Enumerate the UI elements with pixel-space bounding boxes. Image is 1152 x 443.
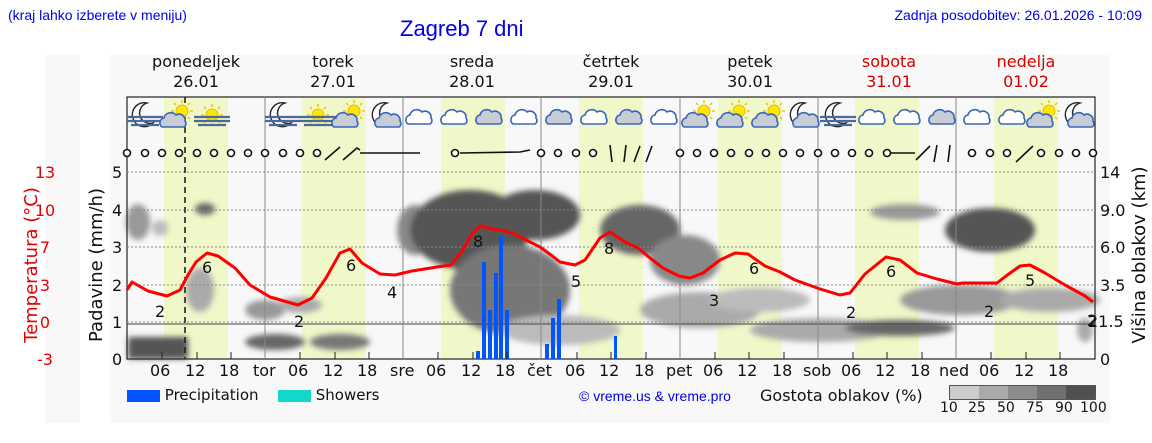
temperature-axis-title: Temperatura (°C) (21, 187, 42, 344)
svg-text:5: 5 (571, 272, 581, 291)
legend-showers: Showers (278, 386, 379, 404)
density-tick: 75 (1026, 400, 1044, 416)
precipitation-bars (476, 236, 617, 359)
x-tick: 18 (1048, 361, 1069, 380)
precip-axis-title: Padavine (mm/h) (86, 188, 107, 342)
x-tick: 12 (185, 361, 206, 380)
day-header-monday: ponedeljek 26.01 (152, 52, 240, 91)
cloud-height-tick: 6.0 (1100, 238, 1126, 257)
precip-tick: 3 (112, 238, 123, 257)
temp-tick: 13 (34, 163, 56, 182)
x-tick: pet (666, 361, 693, 380)
x-tick: 12 (875, 361, 896, 380)
day-header-wednesday: sreda 28.01 (449, 52, 495, 91)
x-tick: sob (803, 361, 832, 380)
x-tick: 18 (634, 361, 655, 380)
temp-tick: -3 (37, 350, 53, 369)
x-tick: 12 (461, 361, 482, 380)
svg-text:6: 6 (886, 262, 896, 281)
precipitation-swatch (127, 389, 160, 402)
precip-tick: 0 (112, 350, 123, 369)
cloud-height-tick: 21.5 (1088, 312, 1124, 331)
x-tick: 12 (323, 361, 344, 380)
cloud-density-label: Gostota oblakov (%) (760, 386, 923, 405)
x-tick: 18 (357, 361, 378, 380)
svg-text:2: 2 (155, 302, 165, 321)
svg-text:8: 8 (604, 239, 614, 258)
legend-precipitation: Precipitation (127, 386, 259, 404)
cloud-height-tick: 3.5 (1100, 276, 1126, 295)
svg-text:6: 6 (749, 259, 759, 278)
precip-tick: 5 (112, 163, 123, 182)
svg-text:6: 6 (346, 256, 356, 275)
x-tick: 06 (565, 361, 586, 380)
precip-tick: 1 (112, 313, 123, 332)
x-tick: tor (253, 361, 276, 380)
last-updated: Zadnja posodobitev: 26.01.2026 - 10:09 (894, 7, 1142, 23)
temperature-labels: 2 6 2 6 4 8 5 8 3 6 2 6 2 5 2 (155, 232, 1097, 331)
page-title: Zagreb 7 dni (400, 16, 524, 41)
x-tick: 06 (150, 361, 171, 380)
svg-text:8: 8 (473, 232, 483, 251)
density-tick: 50 (997, 400, 1015, 416)
x-tick: 12 (737, 361, 758, 380)
x-tick: 06 (426, 361, 447, 380)
x-tick: 12 (599, 361, 620, 380)
x-tick: 18 (772, 361, 793, 380)
x-tick: 12 (1014, 361, 1035, 380)
precip-tick: 2 (112, 276, 123, 295)
day-header-thursday: četrtek 29.01 (582, 52, 640, 91)
plot-frame (126, 96, 1096, 360)
temperature-line (125, 224, 1094, 307)
svg-text:2: 2 (294, 312, 304, 331)
svg-text:6: 6 (202, 258, 212, 277)
copyright-link[interactable]: © vreme.us & vreme.pro (579, 388, 731, 404)
temp-tick: 7 (39, 238, 51, 257)
svg-text:2: 2 (1087, 311, 1097, 330)
x-tick: 06 (288, 361, 309, 380)
density-tick: 90 (1055, 400, 1073, 416)
cloud-density-scale (949, 385, 1096, 400)
temp-tick: 10 (34, 201, 56, 220)
temp-tick: 3 (39, 276, 51, 295)
wind-row (122, 144, 1098, 163)
density-tick: 10 (940, 400, 958, 416)
svg-text:2: 2 (846, 303, 856, 322)
x-tick: sre (390, 361, 415, 380)
precip-tick: 4 (112, 201, 123, 220)
density-tick: 25 (968, 400, 986, 416)
day-header-tuesday: torek 27.01 (310, 52, 356, 91)
x-tick: 18 (219, 361, 240, 380)
svg-text:4: 4 (387, 283, 397, 302)
day-header-sunday: nedelja 01.02 (996, 52, 1056, 91)
showers-swatch (278, 389, 311, 402)
svg-text:3: 3 (709, 291, 719, 310)
day-header-saturday: sobota 31.01 (861, 52, 917, 91)
density-tick: 100 (1080, 400, 1107, 416)
x-tick: 18 (495, 361, 516, 380)
temp-tick: 0 (39, 313, 51, 332)
cloud-height-tick: 0 (1100, 350, 1111, 369)
svg-text:2: 2 (984, 302, 994, 321)
temperature-axis-panel (45, 55, 80, 423)
x-tick: 06 (703, 361, 724, 380)
x-tick: čet (527, 361, 552, 380)
cloud-height-tick: 9.0 (1100, 201, 1126, 220)
svg-text:5: 5 (1025, 271, 1035, 290)
x-tick: 06 (979, 361, 1000, 380)
x-tick: 18 (910, 361, 931, 380)
day-header-friday: petek 30.01 (727, 52, 773, 91)
x-tick: ned (939, 361, 970, 380)
x-tick: 06 (841, 361, 862, 380)
cloud-height-tick: 14 (1100, 163, 1121, 182)
location-hint: (kraj lahko izberete v meniju) (8, 7, 187, 23)
cloud-height-axis-title: Višina oblakov (km) (1129, 166, 1150, 343)
